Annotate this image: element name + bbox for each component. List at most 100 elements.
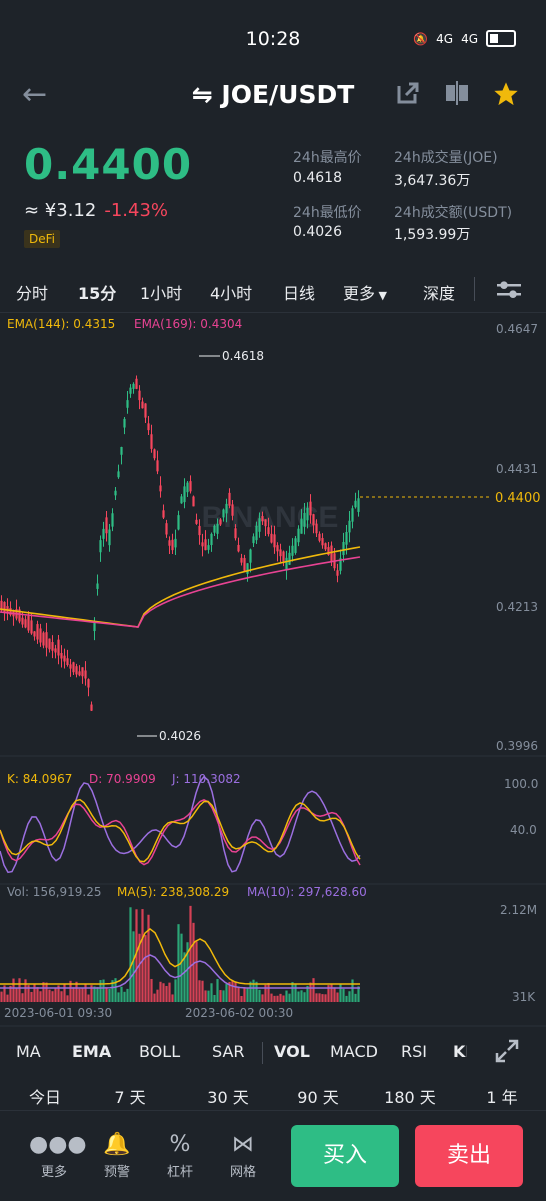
favorite-star-icon[interactable] bbox=[492, 80, 520, 108]
tab-more[interactable]: 更多 ▼ bbox=[343, 280, 387, 304]
volume-bar bbox=[48, 989, 51, 1002]
candle-body bbox=[243, 558, 246, 571]
kdj-d-legend: D: 70.9909 bbox=[89, 772, 156, 786]
kdj-j-line bbox=[0, 775, 361, 874]
volume-bar bbox=[36, 987, 39, 1002]
volume-bar bbox=[198, 980, 201, 1002]
candle-body bbox=[264, 519, 267, 527]
candle-body bbox=[57, 639, 60, 656]
candle-body bbox=[18, 609, 21, 622]
settings-sliders-icon[interactable] bbox=[496, 279, 522, 305]
volume-bar bbox=[30, 991, 33, 1002]
kdj-tick-100: 100.0 bbox=[504, 777, 538, 791]
volume-bar bbox=[132, 931, 135, 1002]
perf-today[interactable]: 今日 bbox=[28, 1088, 61, 1107]
candle-body bbox=[165, 523, 168, 535]
volume-bar bbox=[294, 983, 297, 1002]
candle-body bbox=[51, 642, 54, 651]
candle-body bbox=[156, 460, 159, 472]
volume-bar bbox=[213, 994, 216, 1002]
candle-body bbox=[102, 528, 105, 539]
tab-depth[interactable]: 深度 bbox=[423, 284, 456, 303]
back-arrow-icon[interactable]: ← bbox=[22, 77, 48, 112]
candle-body bbox=[9, 608, 12, 615]
perf-7d[interactable]: 7 天 bbox=[114, 1088, 146, 1107]
volume-bar bbox=[351, 979, 354, 1002]
candle-body bbox=[21, 617, 24, 625]
perf-1y[interactable]: 1 年 bbox=[486, 1088, 518, 1107]
candle-body bbox=[219, 519, 222, 525]
candle-body bbox=[0, 600, 3, 611]
vol-tick-max: 2.12M bbox=[500, 903, 537, 917]
nav-margin[interactable]: % 杠杆 bbox=[155, 1132, 205, 1180]
pair-title[interactable]: ⇋ JOE/USDT bbox=[0, 80, 546, 109]
y-tick-2: 0.4213 bbox=[496, 600, 538, 614]
volume-bar bbox=[258, 989, 261, 1002]
volume-bar bbox=[87, 994, 90, 1002]
tab-15m[interactable]: 15分 bbox=[78, 284, 117, 303]
volume-bar bbox=[174, 979, 177, 1002]
candle-body bbox=[234, 528, 237, 539]
candle-body bbox=[336, 570, 339, 576]
candle-body bbox=[330, 545, 333, 561]
ind-ma[interactable]: MA bbox=[16, 1042, 41, 1061]
nav-alert[interactable]: 🔔 预警 bbox=[92, 1132, 142, 1180]
nav-alert-label: 预警 bbox=[103, 1165, 130, 1180]
volume-bar bbox=[183, 952, 186, 1002]
perf-90d[interactable]: 90 天 bbox=[297, 1088, 339, 1107]
candle-body bbox=[63, 655, 66, 662]
tab-1d[interactable]: 日线 bbox=[283, 284, 316, 303]
kline-chart[interactable]: BINANCE 0.4400 0.4647 0.4431 0.4213 0.39… bbox=[0, 312, 546, 1034]
candle-body bbox=[288, 552, 291, 565]
ind-macd[interactable]: MACD bbox=[330, 1042, 378, 1061]
grid-icon: ⋈ bbox=[232, 1132, 254, 1157]
volume-bar bbox=[186, 942, 189, 1002]
ema144-legend: EMA(144): 0.4315 bbox=[7, 317, 115, 331]
volume-bar bbox=[93, 986, 96, 1002]
ind-ema[interactable]: EMA bbox=[72, 1042, 112, 1061]
volume-bar bbox=[126, 988, 129, 1002]
ind-vol[interactable]: VOL bbox=[274, 1042, 310, 1061]
candle-body bbox=[240, 557, 243, 563]
fullscreen-expand-icon[interactable] bbox=[494, 1038, 520, 1068]
candle-body bbox=[93, 622, 96, 632]
ind-boll[interactable]: BOLL bbox=[139, 1042, 181, 1061]
category-tag[interactable]: DeFi bbox=[24, 230, 60, 248]
volume-bar bbox=[147, 914, 150, 1002]
candle-body bbox=[258, 518, 261, 532]
cny-value: ≈ ¥3.12 bbox=[24, 200, 97, 221]
volume-bar bbox=[117, 992, 120, 1002]
tab-1h[interactable]: 1小时 bbox=[140, 284, 183, 303]
perf-30d[interactable]: 30 天 bbox=[207, 1088, 249, 1107]
tab-timeline[interactable]: 分时 bbox=[16, 284, 49, 303]
candle-body bbox=[123, 418, 126, 428]
candle-body bbox=[267, 527, 270, 535]
perf-180d[interactable]: 180 天 bbox=[384, 1088, 436, 1107]
candle-body bbox=[282, 551, 285, 562]
nav-more[interactable]: ●●● 更多 bbox=[29, 1132, 87, 1180]
split-view-icon[interactable] bbox=[443, 80, 471, 108]
buy-button[interactable]: 买入 bbox=[291, 1125, 399, 1187]
divider bbox=[0, 312, 546, 313]
candle-body bbox=[207, 545, 210, 550]
share-icon[interactable] bbox=[394, 80, 422, 108]
kdj-k-line bbox=[0, 798, 361, 863]
candle-body bbox=[96, 583, 99, 589]
candle-body bbox=[315, 523, 318, 534]
y-tick-1: 0.4431 bbox=[496, 462, 538, 476]
last-price: 0.4400 bbox=[24, 140, 193, 189]
ind-kdj[interactable]: KI bbox=[453, 1042, 467, 1061]
candle-body bbox=[189, 481, 192, 492]
ind-rsi[interactable]: RSI bbox=[401, 1042, 427, 1061]
volume-bar bbox=[165, 985, 168, 1002]
candle-body bbox=[327, 547, 330, 555]
volume-bar bbox=[249, 981, 252, 1002]
ind-sar[interactable]: SAR bbox=[212, 1042, 245, 1061]
sell-button[interactable]: 卖出 bbox=[415, 1125, 523, 1187]
volume-bar bbox=[90, 985, 93, 1002]
candle-body bbox=[168, 540, 171, 546]
candle-body bbox=[60, 652, 63, 659]
tab-4h[interactable]: 4小时 bbox=[210, 284, 253, 303]
candle-body bbox=[111, 513, 114, 527]
nav-grid[interactable]: ⋈ 网格 bbox=[218, 1132, 268, 1180]
